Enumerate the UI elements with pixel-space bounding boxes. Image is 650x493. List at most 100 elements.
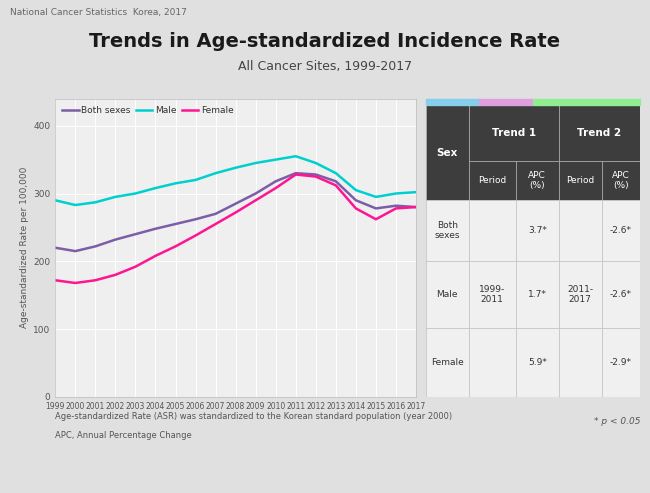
Text: Period: Period: [478, 176, 506, 185]
Text: Age-standardized Rate (ASR) was standardized to the Korean standard population (: Age-standardized Rate (ASR) was standard…: [55, 412, 452, 421]
Female: [412, 204, 420, 210]
Bar: [559, 261, 602, 328]
Female: [151, 253, 159, 259]
Bar: [426, 105, 469, 200]
Male: [51, 197, 59, 203]
Bar: [469, 161, 516, 200]
Bar: [480, 99, 533, 105]
Bar: [516, 200, 559, 261]
Female: [51, 277, 59, 283]
Both sexes: [332, 178, 340, 184]
Text: Trend 2: Trend 2: [577, 128, 621, 138]
Bar: [602, 161, 640, 200]
Both sexes: [312, 172, 320, 177]
Male: [312, 160, 320, 166]
Female: [192, 233, 200, 239]
Bar: [469, 105, 559, 161]
Bar: [559, 161, 602, 200]
Male: [151, 185, 159, 191]
Text: APC, Annual Percentage Change: APC, Annual Percentage Change: [55, 431, 192, 440]
Text: Trends in Age-standardized Incidence Rate: Trends in Age-standardized Incidence Rat…: [90, 33, 560, 51]
Male: [72, 202, 79, 208]
Legend: Both sexes, Male, Female: Both sexes, Male, Female: [60, 103, 237, 117]
Female: [231, 210, 239, 215]
Male: [172, 180, 179, 186]
Bar: [426, 328, 469, 397]
Male: [112, 194, 120, 200]
Bar: [516, 328, 559, 397]
Female: [252, 197, 259, 203]
Text: Both
sexes: Both sexes: [434, 221, 460, 240]
Both sexes: [372, 206, 380, 211]
Bar: [516, 261, 559, 328]
Male: [372, 194, 380, 200]
Both sexes: [231, 201, 239, 207]
Text: -2.6*: -2.6*: [610, 226, 632, 235]
Male: [252, 160, 259, 166]
Male: [212, 170, 220, 176]
Male: [131, 190, 139, 196]
Text: 5.9*: 5.9*: [528, 358, 547, 367]
Bar: [559, 328, 602, 397]
Female: [352, 206, 360, 211]
Text: Trend 1: Trend 1: [491, 128, 536, 138]
Male: [392, 190, 400, 196]
Bar: [469, 200, 516, 261]
Bar: [559, 105, 640, 161]
Bar: [469, 261, 516, 328]
Text: APC
(%): APC (%): [528, 171, 546, 190]
Text: All Cancer Sites, 1999-2017: All Cancer Sites, 1999-2017: [238, 60, 412, 73]
Bar: [426, 261, 469, 328]
Text: 2011-
2017: 2011- 2017: [567, 285, 593, 304]
Both sexes: [212, 211, 220, 217]
Male: [272, 157, 280, 163]
Male: [332, 170, 340, 176]
Male: [192, 177, 200, 183]
Both sexes: [252, 190, 259, 196]
Line: Female: Female: [55, 175, 416, 283]
Female: [332, 182, 340, 188]
Both sexes: [51, 245, 59, 250]
Line: Male: Male: [55, 156, 416, 205]
Both sexes: [392, 203, 400, 209]
Female: [92, 277, 99, 283]
Bar: [559, 200, 602, 261]
Male: [292, 153, 300, 159]
Text: Female: Female: [431, 358, 463, 367]
Both sexes: [112, 237, 120, 243]
Bar: [602, 328, 640, 397]
Male: [231, 165, 239, 171]
Text: Sex: Sex: [437, 147, 458, 158]
Text: * p < 0.05: * p < 0.05: [593, 417, 640, 425]
Both sexes: [292, 170, 300, 176]
Female: [131, 264, 139, 270]
Both sexes: [72, 248, 79, 254]
Bar: [602, 261, 640, 328]
Both sexes: [172, 221, 179, 227]
Text: 1999-
2011: 1999- 2011: [479, 285, 505, 304]
Text: 3.7*: 3.7*: [528, 226, 547, 235]
Bar: [516, 161, 559, 200]
Text: Male: Male: [436, 290, 458, 299]
Female: [272, 185, 280, 191]
Female: [292, 172, 300, 177]
Female: [372, 216, 380, 222]
Female: [312, 174, 320, 179]
Text: 1.7*: 1.7*: [528, 290, 547, 299]
Both sexes: [131, 231, 139, 237]
Bar: [426, 99, 480, 105]
Female: [212, 221, 220, 227]
Line: Both sexes: Both sexes: [55, 173, 416, 251]
Both sexes: [352, 197, 360, 203]
Text: -2.9*: -2.9*: [610, 358, 632, 367]
Both sexes: [272, 178, 280, 184]
Both sexes: [151, 226, 159, 232]
Y-axis label: Age-standardized Rate per 100,000: Age-standardized Rate per 100,000: [20, 167, 29, 328]
Both sexes: [92, 244, 99, 249]
Bar: [533, 99, 640, 105]
Text: APC
(%): APC (%): [612, 171, 630, 190]
Text: National Cancer Statistics  Korea, 2017: National Cancer Statistics Korea, 2017: [10, 8, 187, 17]
Male: [412, 189, 420, 195]
Bar: [426, 200, 469, 261]
Bar: [469, 328, 516, 397]
